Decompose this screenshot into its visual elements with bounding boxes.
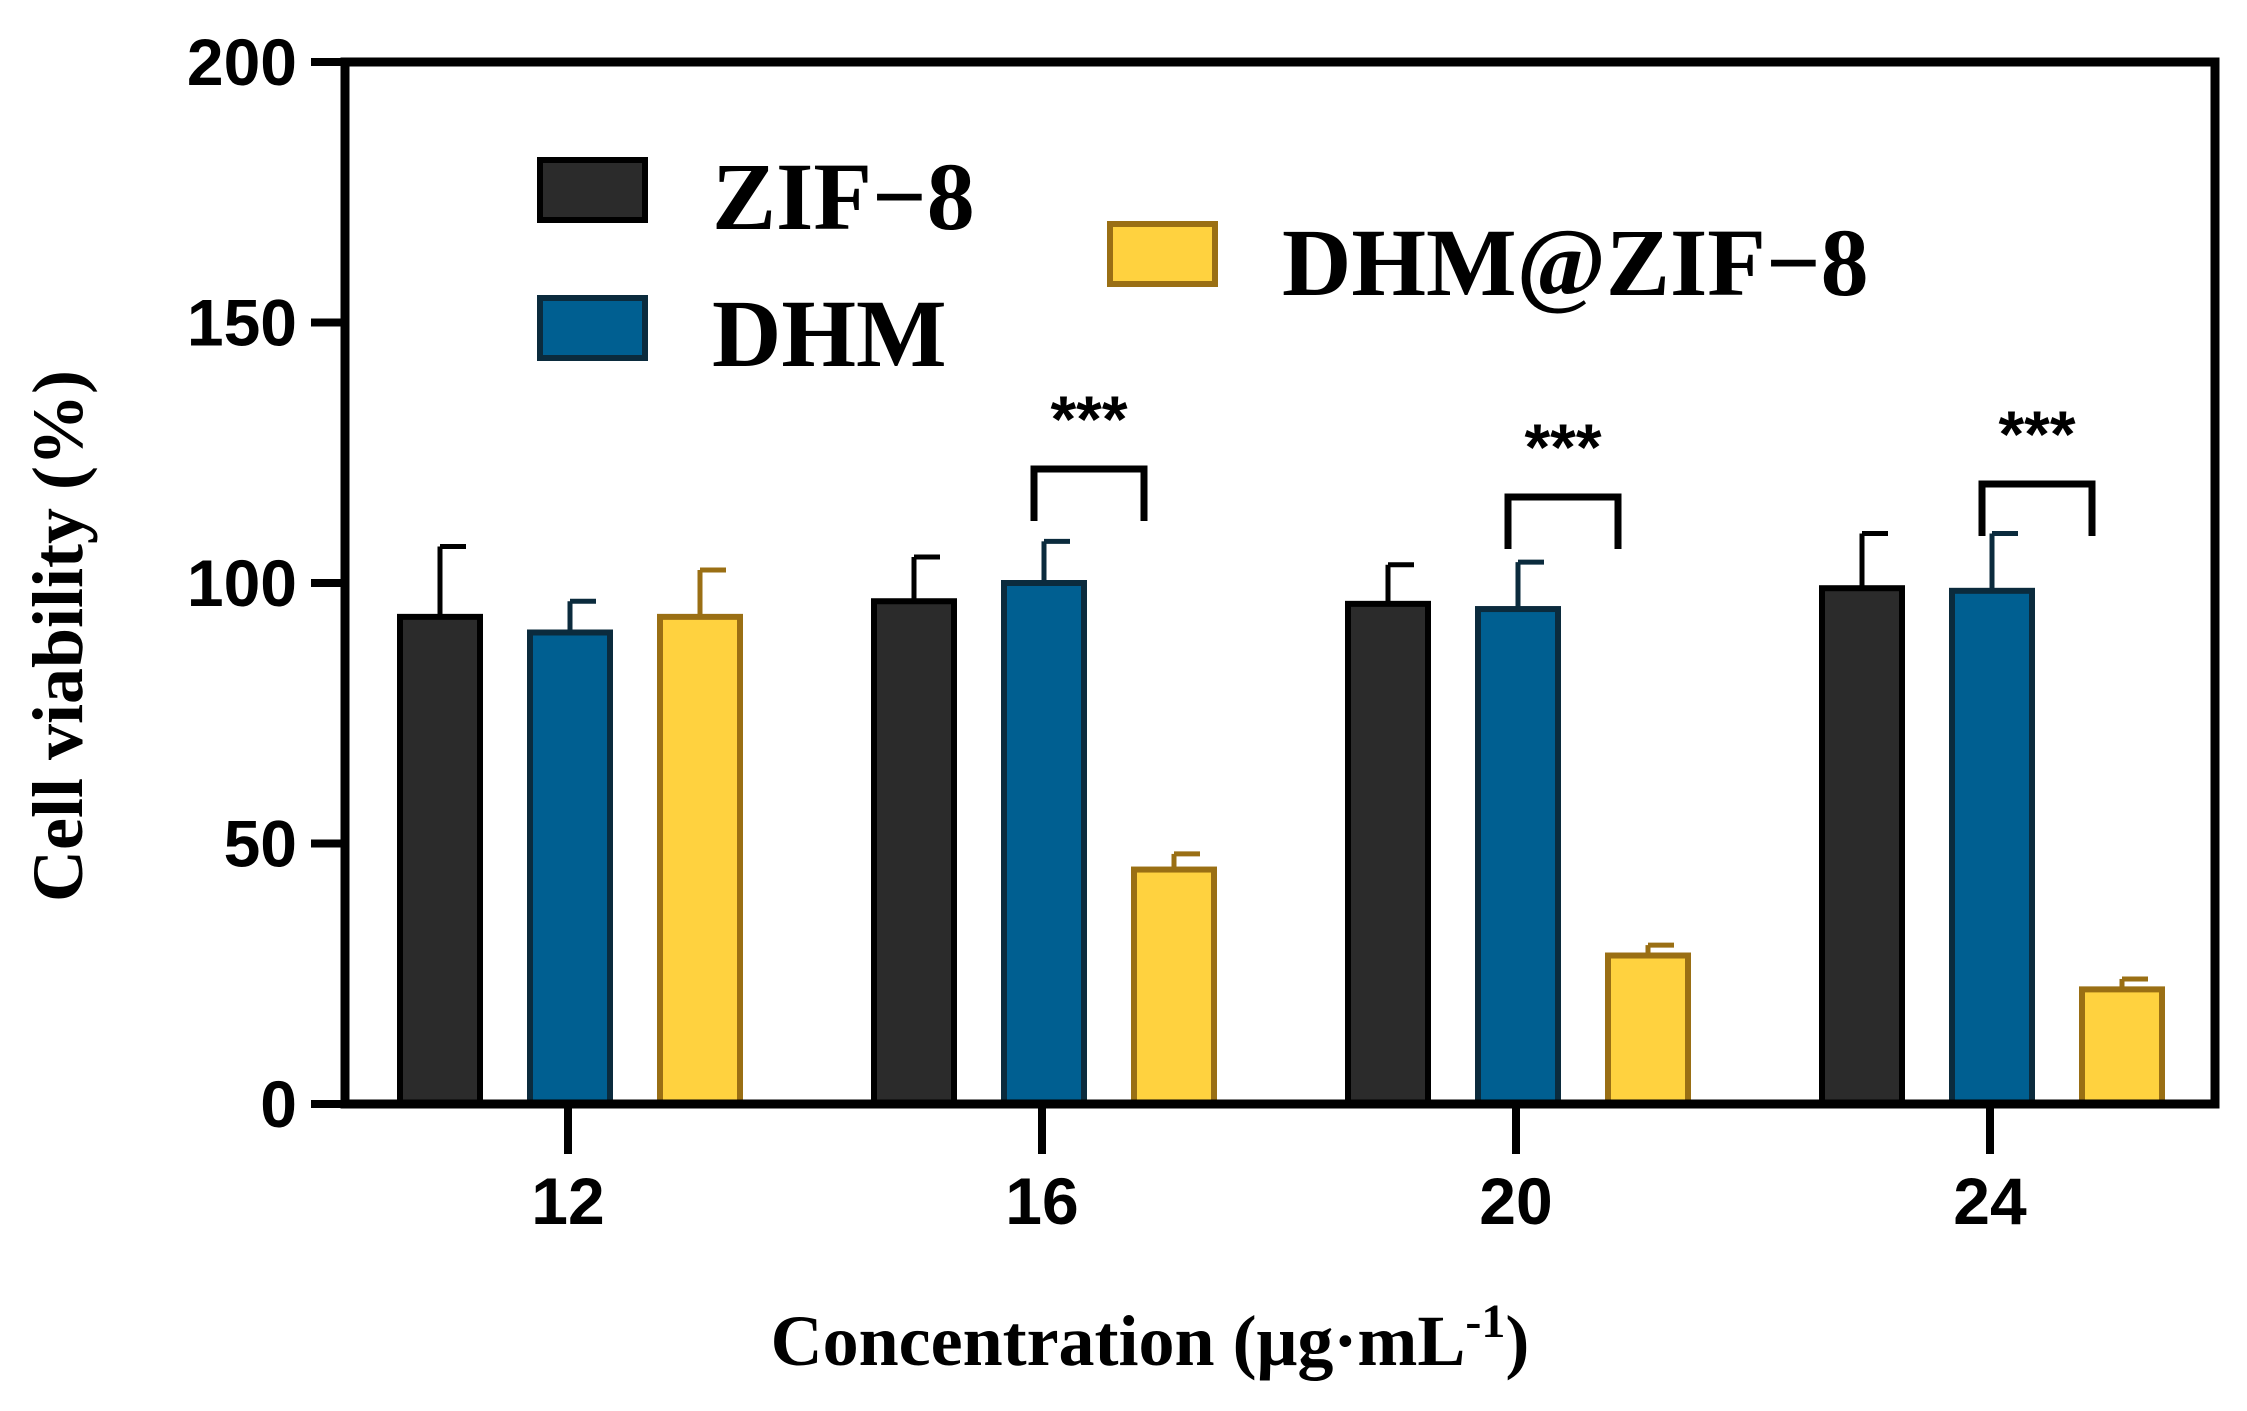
legend-swatch	[537, 157, 648, 223]
significance-label: ***	[1524, 410, 1601, 484]
bar	[1475, 606, 1561, 1107]
x-axis-title-suffix: )	[1505, 1301, 1529, 1381]
legend-swatch	[1107, 221, 1218, 287]
x-tick-label: 16	[1005, 1164, 1078, 1238]
bar	[397, 613, 483, 1107]
axes-group: 0 50 100 150 200 12 16 20 24	[187, 25, 2220, 1238]
y-tick-label: 0	[260, 1067, 297, 1141]
y-tick-label: 100	[187, 546, 297, 620]
y-axis-title: Cell viability (%)	[18, 370, 98, 902]
significance-bracket	[1978, 480, 2096, 536]
significance-label: ***	[1050, 382, 1127, 456]
y-tick-label: 200	[187, 25, 297, 99]
bar	[1819, 585, 1905, 1107]
significance-bracket	[1504, 493, 1622, 549]
legend-label: ZIF−8	[712, 143, 975, 250]
significance-group: *** *** ***	[1030, 382, 2096, 549]
y-tick-label: 50	[224, 807, 297, 881]
bar	[2079, 986, 2165, 1108]
bar	[527, 629, 613, 1107]
x-axis-title-superscript: -1	[1465, 1295, 1505, 1348]
legend-label: DHM@ZIF−8	[1282, 209, 1869, 316]
bar	[1345, 600, 1431, 1108]
bar	[1001, 580, 1087, 1107]
bar	[1605, 952, 1691, 1108]
legend: ZIF−8 DHM DHM@ZIF−8	[537, 143, 1869, 387]
x-tick-label: 12	[531, 1164, 604, 1238]
bars-group	[397, 531, 2165, 1108]
x-tick-label: 24	[1953, 1164, 2027, 1238]
legend-swatch	[537, 295, 648, 361]
x-axis-title: Concentration (μg·mL-1)	[771, 1295, 1530, 1381]
bar	[657, 613, 743, 1107]
y-tick-label: 150	[187, 286, 297, 360]
bar	[1949, 587, 2035, 1107]
significance-label: ***	[1998, 397, 2075, 471]
bar	[1131, 866, 1217, 1107]
x-tick-label: 20	[1479, 1164, 1552, 1238]
significance-bracket	[1030, 465, 1148, 521]
legend-label: DHM	[712, 280, 947, 387]
x-axis-title-main: Concentration (μg·mL	[771, 1301, 1466, 1381]
bar	[871, 598, 957, 1107]
